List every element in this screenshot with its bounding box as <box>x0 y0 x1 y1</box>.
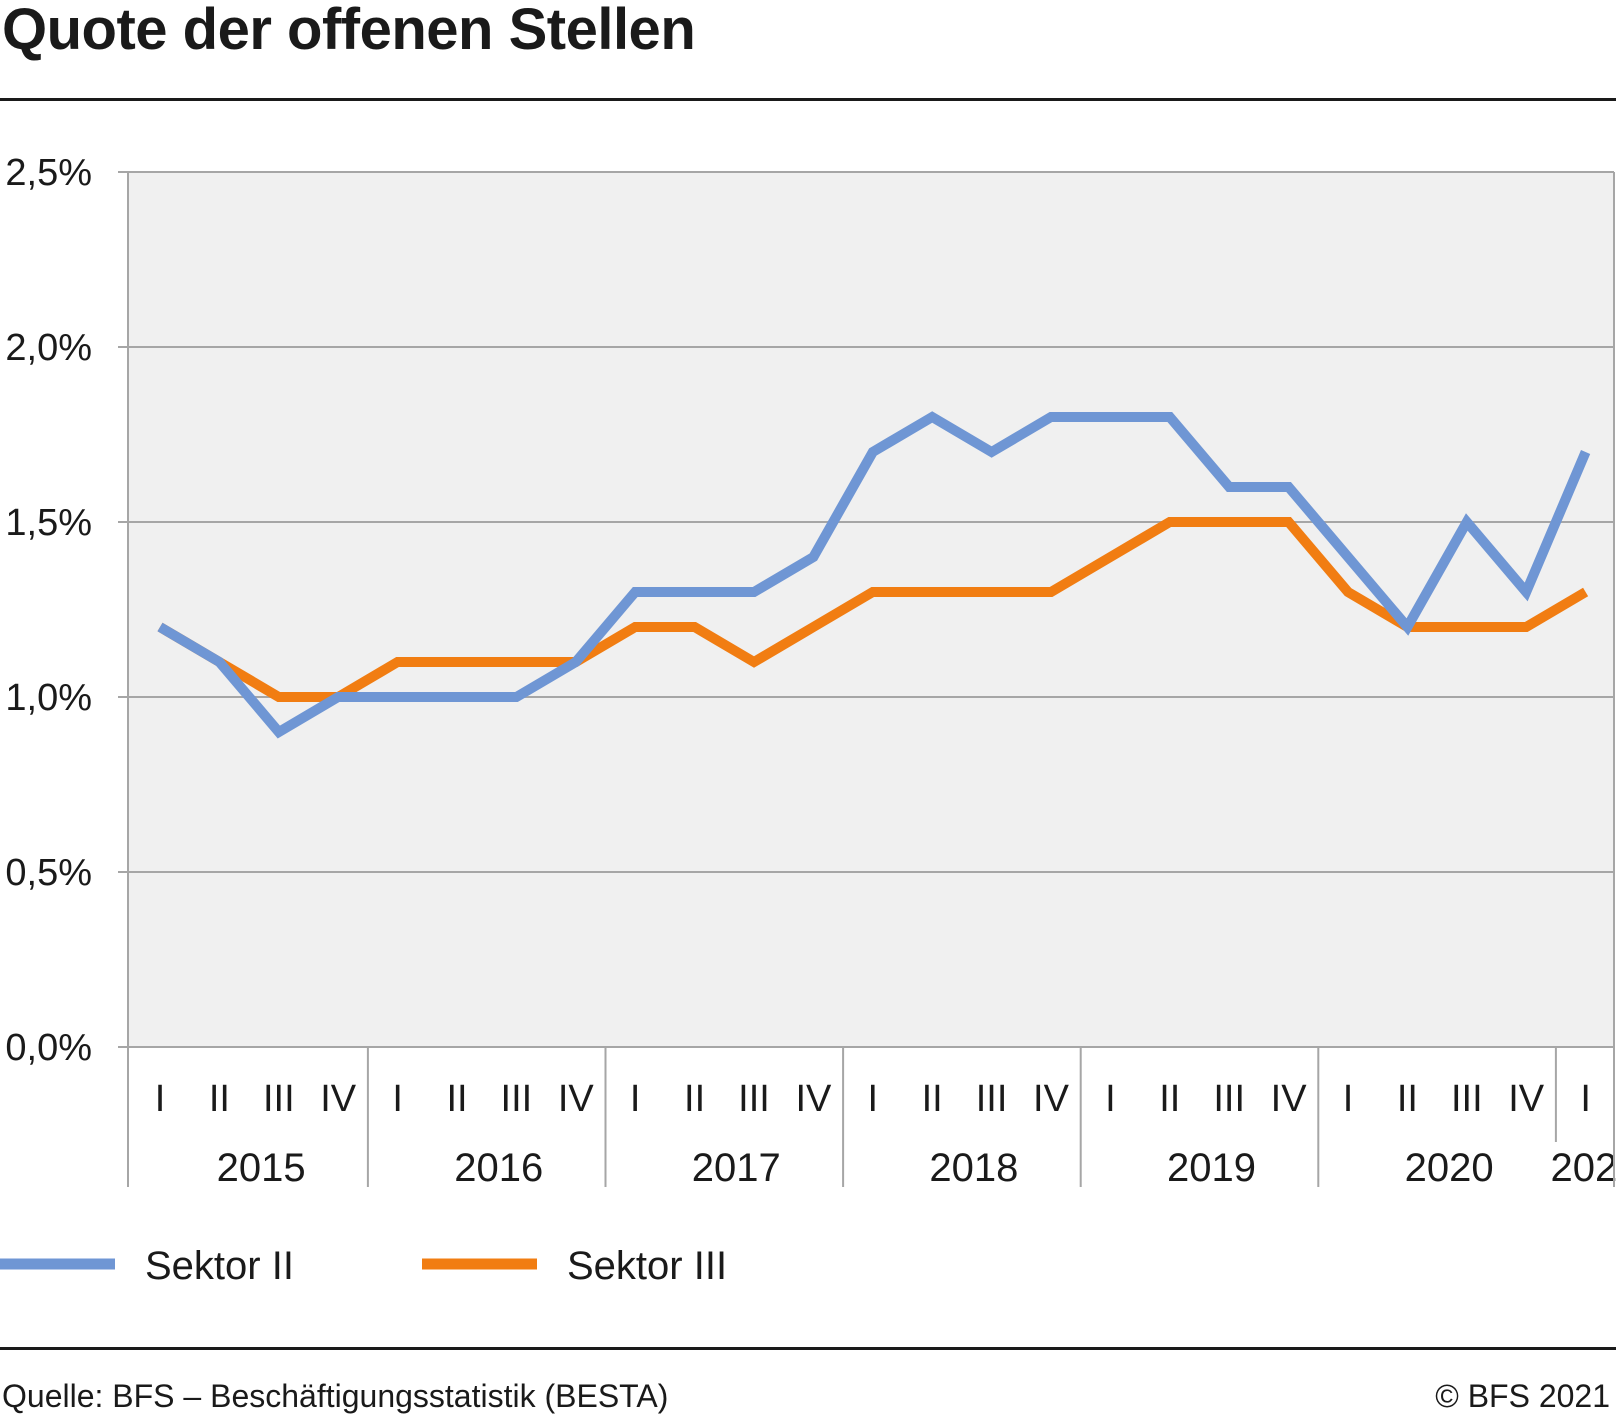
quarter-label: II <box>446 1078 467 1120</box>
y-tick-label: 1,5% <box>5 502 92 544</box>
year-label: 2020 <box>1405 1146 1494 1190</box>
series-line-sektor-ii <box>157 411 1591 739</box>
quarter-label: II <box>209 1078 230 1120</box>
plot-area <box>128 172 1614 1047</box>
legend-label: Sektor II <box>145 1244 294 1288</box>
quarter-label: I <box>1343 1078 1354 1120</box>
quarter-label: I <box>1580 1078 1591 1120</box>
quarter-label: III <box>976 1078 1008 1120</box>
quarter-label: I <box>630 1078 641 1120</box>
quarter-label: IV <box>1033 1078 1070 1120</box>
quarter-label: I <box>392 1078 403 1120</box>
quarter-label: IV <box>320 1078 357 1120</box>
y-tick-label: 1,0% <box>5 677 92 719</box>
chart-title: Quote der offenen Stellen <box>2 0 696 62</box>
y-tick-label: 0,0% <box>5 1027 92 1069</box>
quarter-label: II <box>1159 1078 1180 1120</box>
year-label: 2021 <box>1550 1146 1616 1190</box>
quarter-label: I <box>155 1078 166 1120</box>
top-rule <box>0 98 1616 101</box>
line-chart: 0,0%0,5%1,0%1,5%2,0%2,5% I II III IV I II III I… <box>0 152 1616 1288</box>
year-label: 2018 <box>929 1146 1018 1190</box>
copyright-note: © BFS 2021 <box>1435 1378 1610 1414</box>
y-tick-label: 2,0% <box>5 327 92 369</box>
quarter-label: III <box>263 1078 295 1120</box>
series-line-sektor-iii <box>157 517 1589 702</box>
quarter-label: IV <box>795 1078 832 1120</box>
year-label: 2017 <box>692 1146 781 1190</box>
quarter-label: IV <box>1271 1078 1308 1120</box>
quarter-label: III <box>501 1078 533 1120</box>
quarter-label: III <box>1213 1078 1245 1120</box>
year-label: 2019 <box>1167 1146 1256 1190</box>
quarter-label: II <box>684 1078 705 1120</box>
source-note: Quelle: BFS – Beschäftigungsstatistik (B… <box>2 1378 669 1414</box>
quarter-label: II <box>1397 1078 1418 1120</box>
quarter-label: I <box>1105 1078 1116 1120</box>
quarter-label: IV <box>1508 1078 1545 1120</box>
legend-label: Sektor III <box>567 1244 727 1288</box>
quarter-label: IV <box>558 1078 595 1120</box>
quarter-label: II <box>922 1078 943 1120</box>
quarter-label: III <box>738 1078 770 1120</box>
quarter-label: III <box>1451 1078 1483 1120</box>
year-label: 2015 <box>217 1146 306 1190</box>
y-tick-label: 2,5% <box>5 152 92 194</box>
quarter-label: I <box>868 1078 879 1120</box>
y-tick-label: 0,5% <box>5 852 92 894</box>
bottom-rule <box>0 1347 1616 1350</box>
year-label: 2016 <box>454 1146 543 1190</box>
